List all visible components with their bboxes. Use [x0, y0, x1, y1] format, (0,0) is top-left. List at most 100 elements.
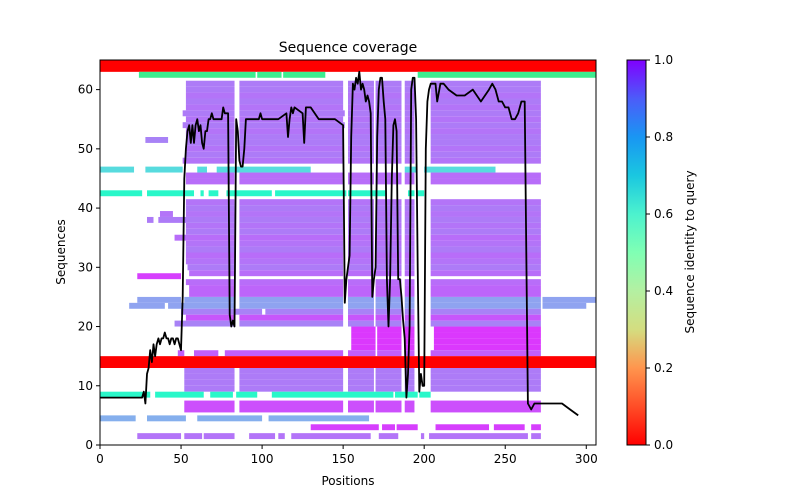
coverage-segment [348, 246, 374, 253]
coverage-segment [351, 338, 376, 345]
coverage-segment [348, 128, 374, 135]
coverage-segment [348, 205, 374, 212]
coverage-segment [185, 145, 235, 152]
coverage-segment [377, 332, 402, 339]
coverage-segment [185, 246, 235, 253]
coverage-segment [375, 157, 402, 164]
coverage-segment [348, 116, 374, 123]
x-axis-label: Positions [322, 474, 375, 488]
coverage-segment [430, 270, 541, 277]
colorbar-tick-label: 1.0 [654, 53, 673, 67]
coverage-segment [375, 122, 402, 129]
coverage-segment [185, 222, 235, 229]
coverage-segment [382, 424, 396, 431]
coverage-segment [420, 433, 425, 440]
y-axis-ticks: 0 10 20 30 40 50 60 [78, 83, 100, 452]
coverage-segment [100, 60, 596, 72]
coverage-segment [348, 258, 374, 265]
coverage-segment [236, 391, 258, 398]
x-tick-label: 150 [332, 452, 355, 466]
coverage-segment [185, 134, 235, 140]
plot-area [100, 60, 596, 440]
coverage-segment [430, 385, 541, 392]
coverage-segment [226, 190, 272, 197]
coverage-segment [147, 190, 195, 197]
coverage-segment [174, 320, 235, 327]
coverage-segment [433, 332, 541, 339]
coverage-segment [375, 134, 402, 140]
coverage-segment [239, 291, 344, 297]
coverage-segment [348, 308, 374, 315]
coverage-segment [268, 415, 370, 422]
coverage-segment [429, 433, 528, 440]
coverage-segment [174, 234, 235, 241]
coverage-segment [348, 151, 374, 158]
coverage-segment [239, 128, 344, 135]
coverage-segment [404, 385, 415, 392]
coverage-segment [378, 433, 399, 440]
coverage-segment [239, 211, 344, 217]
coverage-segment [404, 368, 415, 374]
coverage-segment [348, 285, 374, 291]
coverage-segment [375, 92, 402, 99]
coverage-segment [375, 258, 402, 265]
coverage-segment [375, 252, 402, 259]
coverage-segment [430, 157, 541, 164]
coverage-segment [189, 291, 235, 297]
colorbar-tick-label: 0.0 [654, 438, 673, 452]
coverage-segment [375, 400, 402, 407]
colorbar-tick-label: 0.4 [654, 284, 673, 298]
x-tick-label: 200 [413, 452, 436, 466]
coverage-segment [430, 252, 541, 259]
coverage-segment [203, 433, 235, 440]
y-tick-label: 0 [85, 438, 93, 452]
coverage-segment [348, 373, 374, 380]
coverage-segment [185, 172, 235, 179]
coverage-segment [351, 326, 376, 333]
coverage-segment [185, 240, 235, 247]
coverage-segment [430, 368, 541, 374]
coverage-segment [348, 320, 374, 327]
x-tick-label: 100 [251, 452, 274, 466]
axes-frame [99, 59, 597, 446]
coverage-segment [404, 98, 415, 105]
coverage-segment [100, 415, 136, 422]
coverage-segment [184, 385, 235, 392]
coverage-segment [430, 264, 541, 271]
coverage-segment [239, 279, 344, 286]
y-tick-label: 30 [78, 260, 93, 274]
coverage-segment [147, 216, 154, 223]
y-tick-label: 50 [78, 142, 93, 156]
coverage-segment [375, 246, 402, 253]
coverage-segment [404, 128, 415, 135]
coverage-segment [430, 110, 541, 117]
coverage-segment [404, 373, 415, 380]
coverage-segment [137, 273, 182, 280]
coverage-segment [404, 379, 415, 386]
x-tick-label: 300 [575, 452, 598, 466]
coverage-segment [239, 258, 344, 265]
coverage-segment [265, 308, 344, 315]
coverage-segment [416, 190, 425, 197]
coverage-segment [185, 104, 235, 111]
coverage-segment [542, 296, 596, 303]
coverage-segment [404, 172, 415, 179]
coverage-segment [181, 308, 263, 315]
coverage-segment [239, 368, 344, 374]
coverage-segment [185, 86, 235, 93]
coverage-segment [185, 211, 235, 217]
coverage-segment [348, 190, 386, 197]
coverage-segment [375, 234, 402, 241]
coverage-segment [100, 391, 151, 398]
x-tick-label: 250 [494, 452, 517, 466]
coverage-segment [531, 424, 541, 431]
coverage-segment [100, 166, 135, 173]
coverage-segment [185, 80, 235, 87]
coverage-segment [239, 172, 344, 179]
coverage-segment [348, 252, 374, 259]
coverage-segment [194, 350, 219, 357]
coverage-segment [375, 86, 402, 93]
coverage-segment [137, 433, 182, 440]
coverage-segment [348, 104, 374, 111]
coverage-segment [430, 134, 541, 140]
